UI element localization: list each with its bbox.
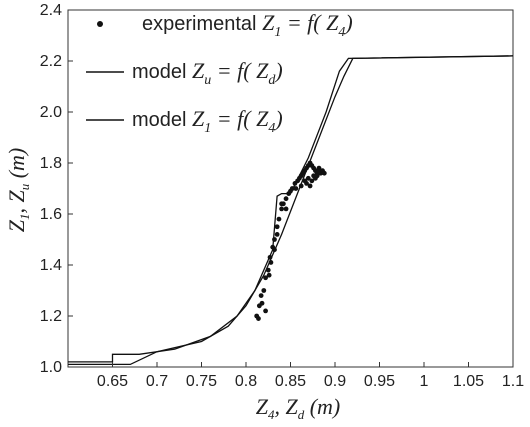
data-point xyxy=(305,175,311,181)
data-point xyxy=(316,165,322,171)
y-tick-label: 1.4 xyxy=(40,257,62,274)
data-point xyxy=(283,206,289,212)
y-tick-label: 1.6 xyxy=(40,206,62,223)
data-point xyxy=(258,293,264,298)
legend-marker-point xyxy=(97,21,103,27)
data-point xyxy=(263,308,268,314)
data-point xyxy=(314,173,320,179)
y-tick-label: 1.8 xyxy=(40,155,62,172)
data-point xyxy=(276,216,282,222)
series-line-2 xyxy=(68,55,514,363)
x-tick-label: 0.8 xyxy=(235,373,257,390)
data-point xyxy=(279,201,284,207)
x-tick-label: 0.85 xyxy=(275,373,306,390)
data-point xyxy=(256,316,261,321)
legend-entry: model Z1 = f( Z4) xyxy=(132,106,283,136)
x-tick-label: 0.65 xyxy=(97,373,128,390)
x-tick-label: 1.1 xyxy=(502,373,524,390)
x-tick-label: 0.75 xyxy=(186,373,217,390)
x-tick-label: 0.7 xyxy=(146,373,168,390)
data-point xyxy=(261,288,267,293)
x-axis-label: Z4, Zd (m) xyxy=(256,394,341,422)
x-tick-label: 0.95 xyxy=(364,373,395,390)
x-tick-label: 1.05 xyxy=(453,373,484,390)
data-point xyxy=(274,232,280,237)
y-tick-label: 2.2 xyxy=(40,53,62,70)
data-point xyxy=(321,170,327,176)
data-point xyxy=(266,272,272,278)
data-point xyxy=(311,173,317,179)
series-layer xyxy=(68,55,514,366)
y-tick-label: 1.2 xyxy=(40,308,62,325)
y-axis-label: Z1, Zu (m) xyxy=(4,148,32,233)
data-point xyxy=(274,224,280,230)
legend: experimental Z1 = f( Z4) model Zu = f( Zd… xyxy=(86,10,353,136)
x-tick-label: 1 xyxy=(420,373,429,390)
ticks-layer: 0.65 0.7 0.75 0.8 0.85 0.9 0.95 1 1.05 1.1 1.0 1.2 1… xyxy=(40,2,524,390)
y-tick-label: 1.0 xyxy=(40,359,62,376)
y-tick-label: 2.4 xyxy=(40,2,62,19)
legend-entry: experimental Z1 = f( Z4) xyxy=(142,10,353,40)
y-tick-label: 2.0 xyxy=(40,104,62,121)
data-point xyxy=(309,178,315,184)
data-point xyxy=(302,178,308,184)
data-point xyxy=(293,186,299,191)
data-point xyxy=(279,206,284,212)
data-point xyxy=(307,183,313,189)
data-point xyxy=(259,300,265,306)
x-tick-label: 0.9 xyxy=(324,373,346,390)
data-point xyxy=(283,196,289,202)
data-point xyxy=(263,275,268,281)
legend-entry: model Zu = f( Zd) xyxy=(132,58,283,88)
